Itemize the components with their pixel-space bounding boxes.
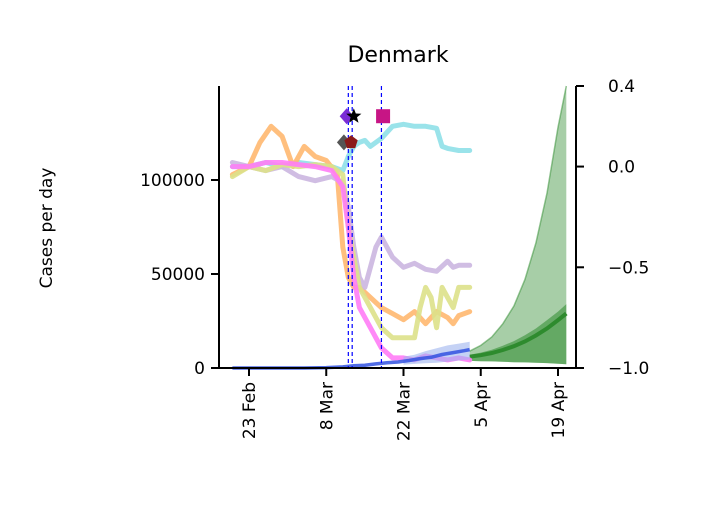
y2-tick-label: −1.0 (608, 359, 649, 379)
x-tick-label: 23 Feb (240, 382, 260, 439)
mobility-line-3 (229, 160, 473, 290)
x-tick-label: 8 Mar (317, 382, 337, 430)
x-tick-label: 19 Apr (549, 382, 569, 438)
forecast-layer (469, 85, 568, 365)
y2-tick-label: −0.5 (608, 258, 649, 278)
cases-layer (232, 341, 471, 370)
y-axis-label: Cases per day (37, 168, 57, 289)
y2-axis-ticks: 0.4 0.0 −0.5 −1.0 (576, 77, 649, 379)
plot-area (229, 85, 568, 370)
forecast-band-outer (469, 86, 567, 365)
y-axis-ticks: 0 50000 100000 (140, 171, 219, 379)
x-tick-label: 5 Apr (472, 382, 492, 428)
intervention-markers (336, 108, 391, 151)
y2-tick-label: 0.0 (608, 158, 635, 178)
marker-pentagon-2 (344, 135, 358, 149)
x-tick-label: 22 Mar (395, 382, 415, 441)
forecast-upper-edge (469, 85, 568, 352)
forecast-median-line (469, 311, 568, 359)
x-axis-ticks: 23 Feb 8 Mar 22 Mar 5 Apr 19 Apr (240, 368, 569, 441)
mobility-line-5 (229, 160, 473, 363)
chart-title: Denmark (347, 43, 448, 68)
mobility-layer (229, 121, 473, 363)
y2-tick-label: 0.4 (608, 77, 635, 97)
y-tick-label: 50000 (151, 265, 205, 285)
marker-square-5 (376, 109, 391, 124)
marker-star-4 (346, 108, 362, 123)
y-tick-label: 0 (194, 359, 205, 379)
forecast-band-inner (469, 304, 567, 365)
event-lines (347, 86, 383, 368)
y-tick-label: 100000 (140, 171, 205, 191)
